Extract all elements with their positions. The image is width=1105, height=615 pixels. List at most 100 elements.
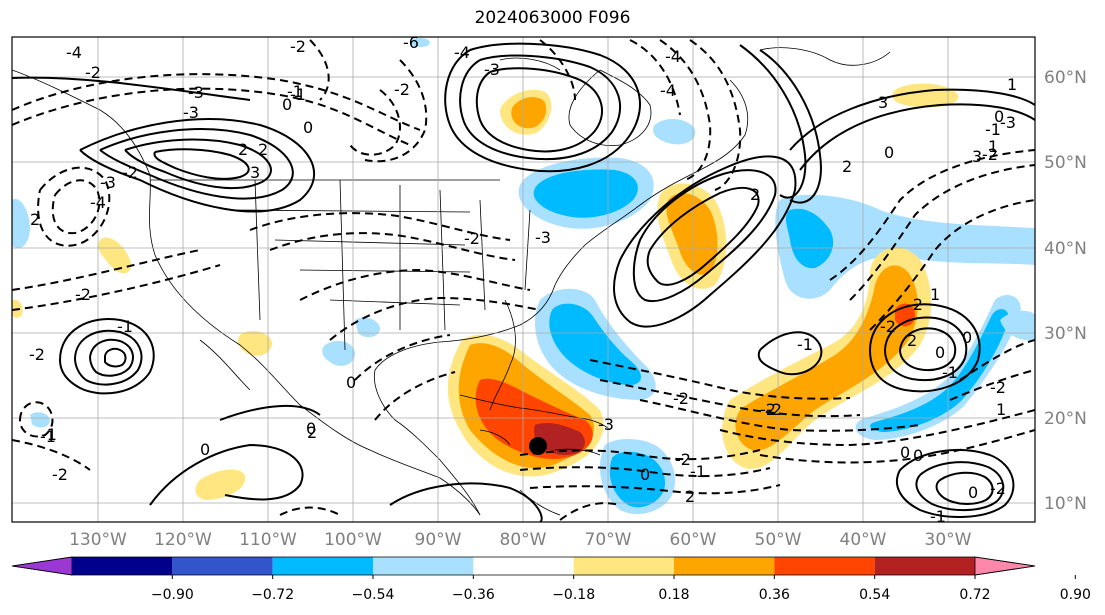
contour-label: -2 xyxy=(85,63,101,82)
contour-label: -3 xyxy=(535,228,551,247)
lon-label: 100°W xyxy=(324,530,382,550)
lon-label: 70°W xyxy=(585,530,632,550)
colorbar-segment xyxy=(373,557,474,575)
contour-label: -2 xyxy=(464,229,480,248)
contour-label: -3 xyxy=(188,83,204,102)
contour-label: 0 xyxy=(935,343,945,362)
contour-label: 0 xyxy=(913,446,923,465)
colorbar-segment xyxy=(72,557,173,575)
contour-label: -2 xyxy=(75,285,91,304)
contour-label: 0 xyxy=(884,143,894,162)
lon-label: 130°W xyxy=(69,530,127,550)
colorbar-tick-label: 0.72 xyxy=(959,587,990,603)
contour-label: -1 xyxy=(41,425,57,444)
colorbar-extend-low xyxy=(11,556,73,576)
contour-label: -2 xyxy=(990,378,1006,397)
lon-label: 80°W xyxy=(500,530,547,550)
contour-label: -2 xyxy=(29,345,45,364)
contour-label: -4 xyxy=(454,43,470,62)
contour-label: -1 xyxy=(690,462,706,481)
lat-label: 40°N xyxy=(1044,239,1087,259)
lat-label: 10°N xyxy=(1044,494,1087,514)
colorbar-tick-label: −0.36 xyxy=(452,587,495,603)
colorbar-segment xyxy=(172,557,273,575)
colorbar-segment xyxy=(473,557,574,575)
contour-label: -2 xyxy=(122,163,138,182)
contour-label: -2 xyxy=(52,465,68,484)
colorbar-tick-label: −0.54 xyxy=(352,587,395,603)
lon-label: 120°W xyxy=(154,530,212,550)
contour-label: -1 xyxy=(930,507,946,526)
colorbar-tick-label: 0.90 xyxy=(1060,587,1091,603)
negative-contours xyxy=(12,39,1035,521)
contour-label: -6 xyxy=(403,33,419,52)
latitude-labels: 60°N 50°N 40°N 30°N 20°N 10°N xyxy=(1044,68,1087,514)
contour-label: -1 xyxy=(40,427,56,446)
contour-label: -3 xyxy=(183,103,199,122)
colorbar-tick-labels: −0.90 −0.72 −0.54 −0.36 −0.18 0.18 0.36 0.54 0.7… xyxy=(151,575,1091,603)
contour-label: -4 xyxy=(90,193,106,212)
contour-label: 1 xyxy=(930,285,940,304)
lon-label: 90°W xyxy=(415,530,462,550)
contour-label: -2 xyxy=(982,145,998,164)
contour-label: -4 xyxy=(660,81,676,100)
lat-label: 20°N xyxy=(1044,409,1087,429)
positive-contours xyxy=(12,42,1035,522)
contour-label: -2 xyxy=(394,80,410,99)
contour-label: 2 xyxy=(750,185,760,204)
colorbar-tick-label: −0.72 xyxy=(251,587,294,603)
lon-label: 110°W xyxy=(239,530,297,550)
contour-label: 2 xyxy=(258,140,268,159)
colorbar-tick-label: 0.18 xyxy=(658,587,689,603)
contour-label: -4 xyxy=(66,43,82,62)
contour-label: 1 xyxy=(988,137,998,156)
contour-label: 2 xyxy=(907,331,917,350)
lon-label: 60°W xyxy=(670,530,717,550)
colorbar-extend-high xyxy=(974,556,1036,576)
contour-label: -2 xyxy=(290,37,306,56)
contour-label: 2 xyxy=(842,157,852,176)
contour-label: -2 xyxy=(766,400,782,419)
contour-label: -1 xyxy=(797,335,813,354)
contour-label: 0 xyxy=(306,419,316,438)
contour-labels: -4-2-3-3-2-1-202 23-4-3-22-6-4-3-2-10-2 -3… xyxy=(29,33,1017,526)
contour-label: 0 xyxy=(900,443,910,462)
contour-label: 1 xyxy=(996,400,1006,419)
contour-label: -3 xyxy=(1000,113,1016,132)
contour-label: 2 xyxy=(307,423,317,442)
colorbar-tick-label: 0.54 xyxy=(859,587,890,603)
contour-label: -3 xyxy=(100,173,116,192)
colorbar-segment xyxy=(573,557,674,575)
colorbar xyxy=(11,556,1036,576)
contour-label: 0 xyxy=(303,118,313,137)
longitude-labels: 130°W 120°W 110°W 100°W 90°W 80°W 70°W 6… xyxy=(69,530,972,550)
colorbar-segment xyxy=(674,557,775,575)
contour-label: 2 xyxy=(685,487,695,506)
contour-label: -1 xyxy=(942,363,958,382)
contour-label: 0 xyxy=(968,483,978,502)
colorbar-segment xyxy=(774,557,875,575)
contour-label: -2 xyxy=(675,450,691,469)
lon-label: 30°W xyxy=(925,530,972,550)
lat-lon-grid xyxy=(12,37,1035,522)
map-title: 2024063000 F096 xyxy=(474,8,631,28)
lon-label: 40°W xyxy=(840,530,887,550)
contour-label: 2 xyxy=(30,210,40,229)
contour-label: -1 xyxy=(985,120,1001,139)
contour-label: -2 xyxy=(907,295,923,314)
contour-label: 1 xyxy=(1007,75,1017,94)
contour-label: 0 xyxy=(346,373,356,392)
lat-label: 50°N xyxy=(1044,153,1087,173)
colorbar-segment xyxy=(272,557,373,575)
contour-label: -1 xyxy=(117,317,133,336)
contour-label: -2 xyxy=(760,400,776,419)
colorbar-tick-label: −0.90 xyxy=(151,587,194,603)
contour-label: -1 xyxy=(290,85,306,104)
colorbar-tick-label: 0.36 xyxy=(759,587,790,603)
lon-label: 50°W xyxy=(755,530,802,550)
contour-label: 0 xyxy=(282,95,292,114)
lat-label: 60°N xyxy=(1044,68,1087,88)
contour-label: 0 xyxy=(640,465,650,484)
contour-label: -2 xyxy=(880,317,896,336)
